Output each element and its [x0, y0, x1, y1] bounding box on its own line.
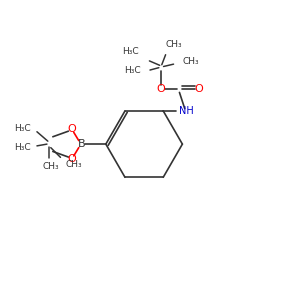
- Text: CH₃: CH₃: [166, 40, 182, 50]
- Text: O: O: [67, 124, 76, 134]
- Text: CH₃: CH₃: [182, 57, 199, 66]
- Text: B: B: [78, 139, 85, 149]
- Text: CH₃: CH₃: [43, 162, 59, 171]
- Text: O: O: [67, 154, 76, 164]
- Text: CH₃: CH₃: [65, 160, 82, 169]
- Text: O: O: [157, 84, 166, 94]
- Text: H₃C: H₃C: [14, 124, 31, 133]
- Text: H₃C: H₃C: [122, 47, 139, 56]
- Text: NH: NH: [179, 106, 194, 116]
- Text: H₃C: H₃C: [124, 66, 141, 75]
- Text: O: O: [194, 84, 203, 94]
- Text: H₃C: H₃C: [14, 142, 31, 152]
